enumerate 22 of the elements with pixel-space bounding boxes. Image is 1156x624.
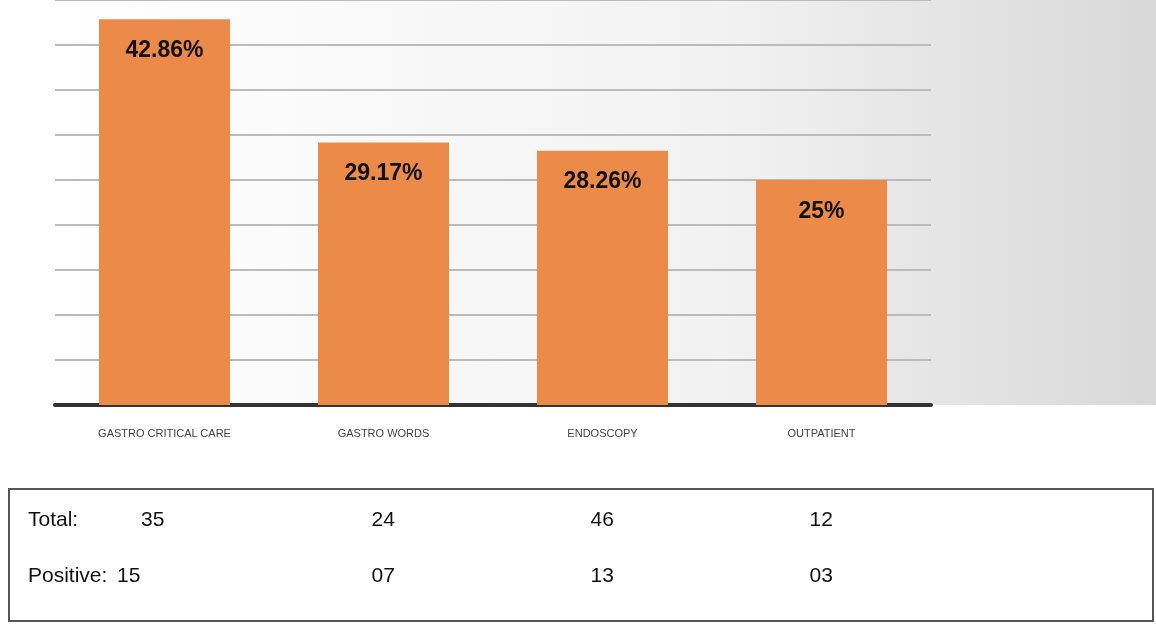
x-tick-label: OUTPATIENT xyxy=(787,426,856,439)
text: Positive: xyxy=(28,563,108,586)
bar xyxy=(318,142,449,405)
data-label: 25% xyxy=(798,196,845,223)
bar xyxy=(537,150,668,405)
text: Total: xyxy=(28,507,79,530)
data-label: 29.17% xyxy=(344,158,423,185)
text: 15 xyxy=(117,563,141,586)
text: 12 xyxy=(809,507,833,530)
bar xyxy=(756,180,887,405)
text: 24 xyxy=(371,507,396,530)
text: 07 xyxy=(371,563,395,586)
x-tick-label: GASTRO WORDS xyxy=(337,426,430,439)
x-tick-label: ENDOSCOPY xyxy=(567,426,639,439)
data-label: 42.86% xyxy=(125,35,204,62)
text: 03 xyxy=(809,563,833,586)
data-label: 28.26% xyxy=(563,167,642,194)
bar xyxy=(99,19,230,405)
text: 35 xyxy=(141,507,165,530)
text: 46 xyxy=(590,507,614,530)
x-tick-label: GASTRO CRITICAL CARE xyxy=(98,426,231,439)
text: 13 xyxy=(590,563,614,586)
